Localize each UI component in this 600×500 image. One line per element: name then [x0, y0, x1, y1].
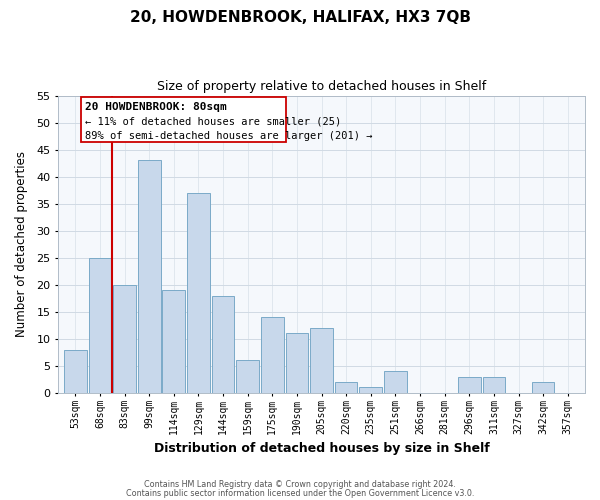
Bar — [458, 376, 481, 393]
Text: ← 11% of detached houses are smaller (25): ← 11% of detached houses are smaller (25… — [85, 116, 341, 126]
Bar — [335, 382, 358, 393]
Bar — [64, 350, 86, 393]
Bar — [482, 376, 505, 393]
X-axis label: Distribution of detached houses by size in Shelf: Distribution of detached houses by size … — [154, 442, 490, 455]
Text: Contains public sector information licensed under the Open Government Licence v3: Contains public sector information licen… — [126, 488, 474, 498]
Text: 20, HOWDENBROOK, HALIFAX, HX3 7QB: 20, HOWDENBROOK, HALIFAX, HX3 7QB — [130, 10, 470, 25]
Y-axis label: Number of detached properties: Number of detached properties — [15, 151, 28, 337]
Text: 89% of semi-detached houses are larger (201) →: 89% of semi-detached houses are larger (… — [85, 130, 373, 140]
Bar — [138, 160, 161, 393]
Bar — [532, 382, 554, 393]
Bar — [384, 371, 407, 393]
Bar — [359, 388, 382, 393]
Bar — [113, 285, 136, 393]
Title: Size of property relative to detached houses in Shelf: Size of property relative to detached ho… — [157, 80, 486, 93]
Bar — [212, 296, 235, 393]
Bar — [89, 258, 111, 393]
Bar — [163, 290, 185, 393]
Bar — [82, 97, 286, 142]
Bar — [236, 360, 259, 393]
Bar — [286, 334, 308, 393]
Text: 20 HOWDENBROOK: 80sqm: 20 HOWDENBROOK: 80sqm — [85, 102, 227, 112]
Text: Contains HM Land Registry data © Crown copyright and database right 2024.: Contains HM Land Registry data © Crown c… — [144, 480, 456, 489]
Bar — [261, 317, 284, 393]
Bar — [310, 328, 333, 393]
Bar — [187, 193, 210, 393]
